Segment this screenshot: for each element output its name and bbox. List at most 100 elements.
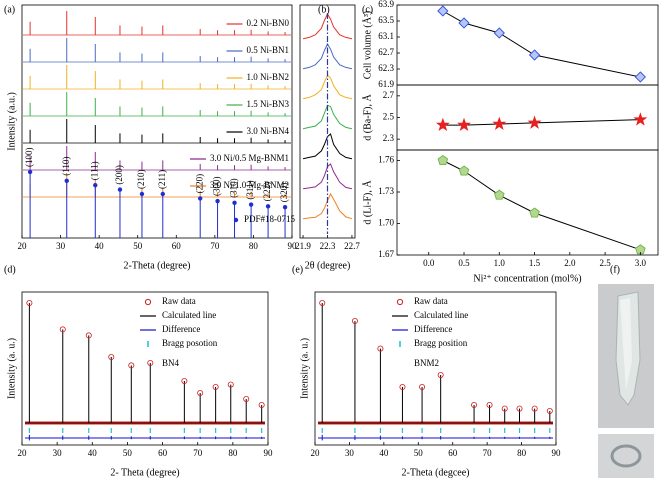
marker: [457, 117, 472, 132]
x-tick-label: 70: [193, 448, 203, 458]
reference-dot: [282, 205, 288, 210]
y-axis-label: Intensity (a. u.): [6, 338, 17, 399]
x-tick-label: 30: [345, 448, 355, 458]
x-axis-label: 2θ (degree): [305, 260, 351, 271]
x-tick-label: 30: [53, 448, 63, 458]
x-tick-label: 50: [414, 448, 424, 458]
y-tick-label: 1.67: [378, 249, 394, 259]
hkl-label: (320): [279, 183, 289, 203]
raw-point: [377, 345, 384, 352]
raw-point: [128, 362, 135, 369]
raw-point: [516, 405, 523, 412]
raw-point: [546, 407, 553, 414]
reference-dot: [93, 183, 98, 188]
hkl-label: (111): [89, 161, 99, 180]
y-tick-label: 63.1: [378, 31, 394, 41]
axes-frame: [21, 291, 269, 446]
raw-point: [471, 401, 478, 408]
x-tick-label: 3.0: [635, 258, 647, 268]
y-axis-label: Intensity (a. u.): [299, 338, 310, 399]
legend-label: Difference: [414, 324, 452, 334]
hkl-label: (100): [24, 148, 34, 168]
marker: [493, 27, 505, 39]
hkl-label: (300): [212, 177, 222, 197]
raw-point: [108, 353, 115, 360]
x-tick-label: 0.0: [423, 258, 435, 268]
marker: [633, 112, 648, 126]
x-tick-label: 40: [88, 448, 98, 458]
marker: [527, 115, 542, 129]
raw-point: [486, 401, 493, 408]
legend-label: 3.0 Ni/0.5 Mg-BNM1: [210, 153, 289, 163]
legend-label: Raw data: [414, 296, 448, 306]
raw-point: [419, 383, 426, 390]
sample-label: BN4: [162, 358, 180, 368]
marker: [528, 49, 541, 61]
hkl-label: (210): [136, 170, 146, 190]
x-axis-label: Ni²⁺ concentration (mol%): [473, 273, 581, 284]
x-tick-label: 40: [379, 448, 389, 458]
trend-line: [442, 160, 641, 251]
legend-label: 1.5 Ni-BN3: [247, 99, 290, 109]
reference-dot: [139, 191, 145, 197]
x-tick-label: 20: [311, 448, 321, 458]
panel-label: (d): [4, 264, 16, 275]
photo-crystal: [598, 284, 654, 478]
x-axis-label: 2- Theta (degree): [110, 467, 179, 478]
y-tick-label: 2.5: [383, 112, 395, 122]
x-tick-label: 30: [56, 241, 66, 251]
y-axis-label: d (Li-F), Å: [361, 180, 373, 225]
hkl-label: (222): [262, 182, 272, 202]
reference-dot: [160, 191, 165, 197]
y-tick-label: 1.70: [378, 218, 394, 228]
x-tick-label: 80: [228, 448, 238, 458]
x-tick-label: 0.5: [458, 258, 470, 268]
axes-frame: [396, 149, 659, 256]
legend-swatch: [233, 217, 239, 223]
marker: [458, 17, 470, 29]
x-tick-label: 60: [158, 448, 168, 458]
legend-label: Calculated line: [414, 310, 468, 320]
raw-point: [399, 383, 406, 390]
x-axis-label: 2-Theta (degcee): [401, 467, 469, 478]
legend-label: Calculated line: [162, 310, 216, 320]
marker: [437, 5, 449, 17]
marker: [493, 189, 505, 200]
marker: [492, 116, 507, 130]
legend-swatch: [144, 298, 152, 306]
x-tick-label: 1.0: [494, 258, 506, 268]
y-tick-label: 1.73: [378, 186, 394, 196]
x-tick-label: 60: [172, 241, 182, 251]
legend-label: Bragg posotion: [162, 338, 218, 348]
x-tick-label: 2.0: [564, 258, 576, 268]
x-tick-label: 1.5: [529, 258, 541, 268]
x-tick-label: 20: [18, 241, 28, 251]
raw-point: [243, 395, 250, 402]
x-tick-label: 20: [18, 448, 28, 458]
hkl-label: (311): [245, 180, 255, 199]
x-tick-label: 80: [517, 448, 527, 458]
marker: [458, 165, 470, 176]
raw-point: [26, 299, 33, 306]
legend-label: 0.5 Ni-BN1: [247, 45, 290, 55]
axes-frame: [21, 4, 293, 239]
legend-label: Bragg position: [414, 338, 468, 348]
x-tick-label: 70: [210, 241, 220, 251]
hkl-label: (110): [61, 157, 71, 176]
y-tick-label: 63.9: [378, 0, 394, 9]
y-tick-label: 62.7: [378, 47, 394, 57]
raw-point: [319, 299, 326, 306]
y-axis-label: Intensity (a.u.): [6, 92, 17, 151]
panel-label: (e): [292, 264, 303, 275]
x-tick-label: 2.5: [599, 258, 611, 268]
hkl-label: (220): [194, 174, 204, 194]
raw-point: [501, 405, 508, 412]
reference-dot: [215, 198, 220, 204]
panel-label: (b): [318, 4, 330, 15]
marker: [634, 71, 647, 83]
y-axis-label: Cell volume (Å³): [361, 11, 373, 80]
hkl-label: (211): [157, 170, 167, 189]
marker: [435, 117, 450, 132]
raw-point: [147, 359, 154, 366]
